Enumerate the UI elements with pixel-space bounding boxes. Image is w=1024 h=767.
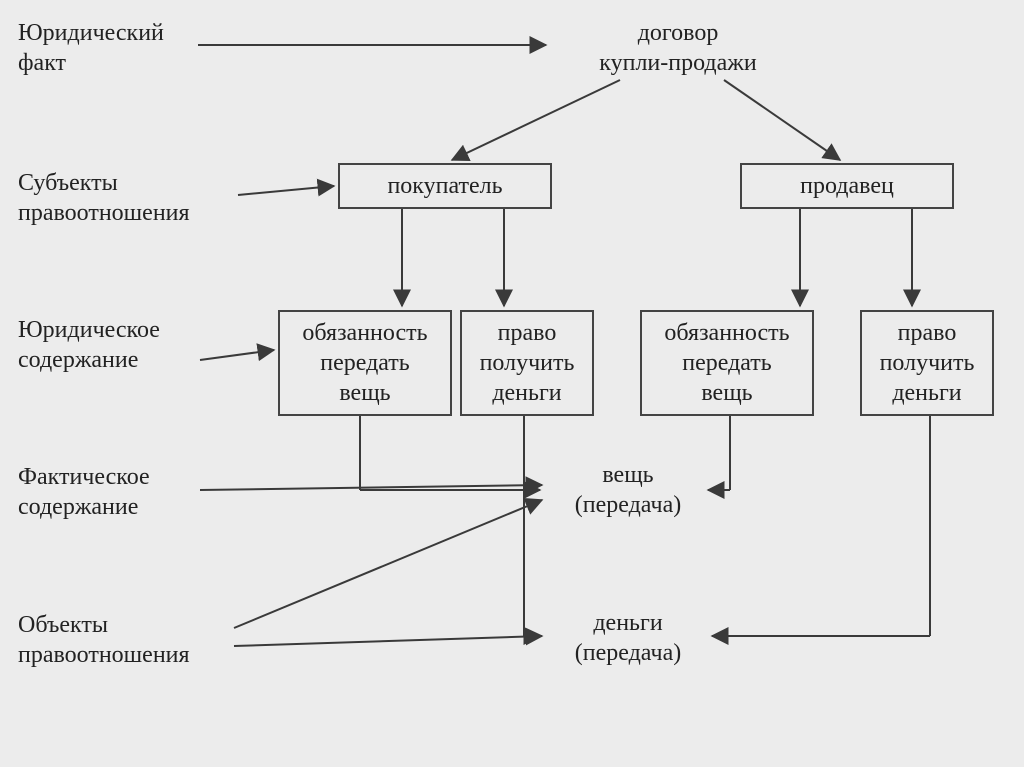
text-thing-transfer: вещь(передача) — [548, 460, 708, 520]
node-right-money-r: правополучитьденьги — [860, 310, 994, 416]
node-right-money-l: правополучитьденьги — [460, 310, 594, 416]
row-label-subjects: Субъектыправоотношения — [18, 168, 238, 228]
text-money-transfer: деньги(передача) — [548, 608, 708, 668]
node-buyer: покупатель — [338, 163, 552, 209]
row-label-legal-content: Юридическоесодержание — [18, 315, 218, 375]
node-seller: продавец — [740, 163, 954, 209]
row-label-objects: Объектыправоотношения — [18, 610, 238, 670]
node-obligation-thing-r: обязанностьпередатьвещь — [640, 310, 814, 416]
node-obligation-thing-l: обязанностьпередатьвещь — [278, 310, 452, 416]
row-label-legal-fact: Юридическийфакт — [18, 18, 218, 78]
concept-contract: договоркупли-продажи — [558, 18, 798, 78]
row-label-actual-content: Фактическоесодержание — [18, 462, 218, 522]
